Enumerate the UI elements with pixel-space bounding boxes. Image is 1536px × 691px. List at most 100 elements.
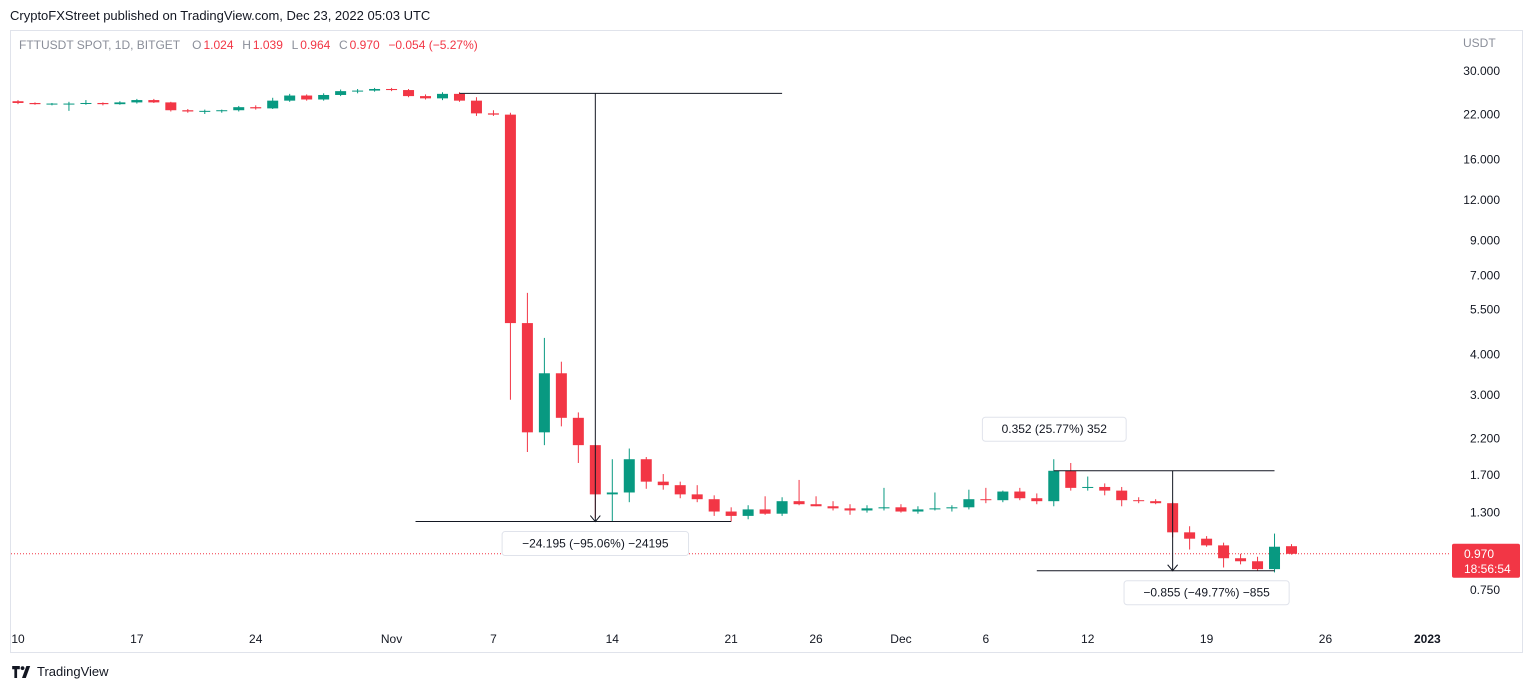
publish-caption: CryptoFXStreet published on TradingView.…	[10, 8, 431, 23]
x-tick-label: Dec	[890, 632, 911, 646]
candle-body	[284, 95, 296, 101]
candle-body	[114, 102, 126, 105]
candle-body	[674, 485, 686, 495]
candle-body	[827, 506, 839, 509]
candle-body	[1286, 546, 1297, 554]
last-price-badge	[1452, 543, 1520, 578]
candle-body	[352, 90, 364, 92]
candle-body	[29, 102, 41, 105]
candle-body	[470, 100, 482, 114]
candle-body	[199, 110, 211, 112]
candle-body	[1218, 545, 1230, 559]
y-tick-label: 2.200	[1470, 432, 1500, 446]
legend-high: 1.039	[252, 38, 283, 52]
candle-body	[708, 499, 720, 512]
x-tick-label: 21	[724, 632, 738, 646]
candle-body	[997, 491, 1009, 501]
candle-body	[63, 103, 75, 105]
candle-body	[1252, 561, 1264, 570]
y-tick-label: 5.500	[1470, 303, 1500, 317]
measure-second-arrow	[1167, 564, 1179, 572]
legend-change: −0.054 (−5.27%)	[388, 38, 478, 52]
candle-body	[420, 96, 432, 99]
x-tick-label: 19	[1200, 632, 1214, 646]
y-tick-label: 9.000	[1470, 233, 1500, 247]
candle-body	[301, 95, 313, 100]
candle-body	[403, 90, 415, 97]
candle-body	[623, 459, 635, 493]
candle-body	[182, 110, 194, 112]
candle-body	[1201, 538, 1213, 546]
candle-body	[1082, 486, 1094, 488]
candle-body	[657, 481, 669, 486]
tradingview-brand: TradingView	[37, 664, 109, 679]
candle-body	[369, 88, 381, 91]
legend-high-label: H	[242, 38, 251, 52]
y-tick-label: 1.700	[1470, 468, 1500, 482]
x-tick-label: 7	[490, 632, 497, 646]
x-tick-label: 14	[606, 632, 620, 646]
candle-body	[929, 508, 941, 510]
measure-second-label: −0.855 (−49.77%) −855	[1143, 586, 1270, 600]
y-tick-label: 0.750	[1470, 583, 1500, 597]
y-axis-title: USDT	[1463, 36, 1496, 50]
candle-body	[861, 508, 873, 511]
y-tick-label: 30.000	[1463, 64, 1500, 78]
candle-body	[250, 107, 262, 109]
candle-body	[46, 103, 58, 105]
candle-body	[521, 323, 533, 433]
x-tick-label: 26	[1319, 632, 1333, 646]
y-tick-label: 3.000	[1470, 388, 1500, 402]
measure-second-label-box	[1123, 580, 1290, 606]
legend-low-label: L	[291, 38, 299, 52]
candle-body	[742, 509, 754, 516]
candle-body	[386, 88, 398, 91]
y-tick-label: 4.000	[1470, 347, 1500, 361]
measure-drop-arrow	[589, 515, 601, 523]
y-tick-label: 12.000	[1463, 193, 1500, 207]
candle-body	[538, 373, 550, 433]
x-tick-label: Nov	[381, 632, 402, 646]
candle-body	[80, 102, 92, 104]
candle-body	[148, 100, 160, 103]
candle-body	[1184, 532, 1196, 539]
candle-body	[318, 94, 330, 100]
last-price-value: 0.970	[1464, 547, 1494, 561]
y-tick-label: 1.300	[1470, 506, 1500, 520]
x-tick-label: 6	[983, 632, 990, 646]
candle-body	[1269, 546, 1281, 570]
measure-bounce-label: 0.352 (25.77%) 352	[1002, 422, 1108, 436]
legend-close: 0.970	[349, 38, 380, 52]
candle-body	[487, 113, 499, 115]
candle-body	[1150, 501, 1162, 504]
candle-body	[776, 501, 788, 514]
legend-open: 1.024	[203, 38, 234, 52]
candle-body	[1235, 558, 1247, 562]
candle-body	[131, 100, 143, 103]
candle-body	[912, 509, 924, 512]
legend-open-label: O	[192, 38, 202, 52]
candle-body	[759, 509, 771, 514]
legend-low: 0.964	[300, 38, 331, 52]
candle-body	[572, 417, 584, 446]
ohlc-legend: FTTUSDT SPOT, 1D, BITGET O 1.024 H 1.039 L…	[19, 38, 480, 52]
candle-body	[691, 494, 703, 500]
tradingview-footer[interactable]: TradingView	[12, 664, 109, 679]
measure-drop-label-box	[501, 531, 690, 557]
candle-body	[453, 93, 465, 101]
x-tick-label: 10	[11, 632, 25, 646]
candle-body	[793, 501, 805, 505]
candle-body	[267, 100, 279, 109]
y-tick-label: 22.000	[1463, 108, 1500, 122]
candle-body	[1116, 490, 1128, 501]
candle-body	[165, 102, 177, 111]
candle-body	[980, 499, 992, 501]
candle-body	[1065, 470, 1077, 488]
x-tick-label: 17	[130, 632, 144, 646]
candle-body	[555, 373, 567, 418]
candle-body	[437, 93, 448, 99]
x-tick-label: 2023	[1414, 632, 1441, 646]
candle-body	[844, 508, 856, 511]
candle-body	[963, 499, 975, 508]
